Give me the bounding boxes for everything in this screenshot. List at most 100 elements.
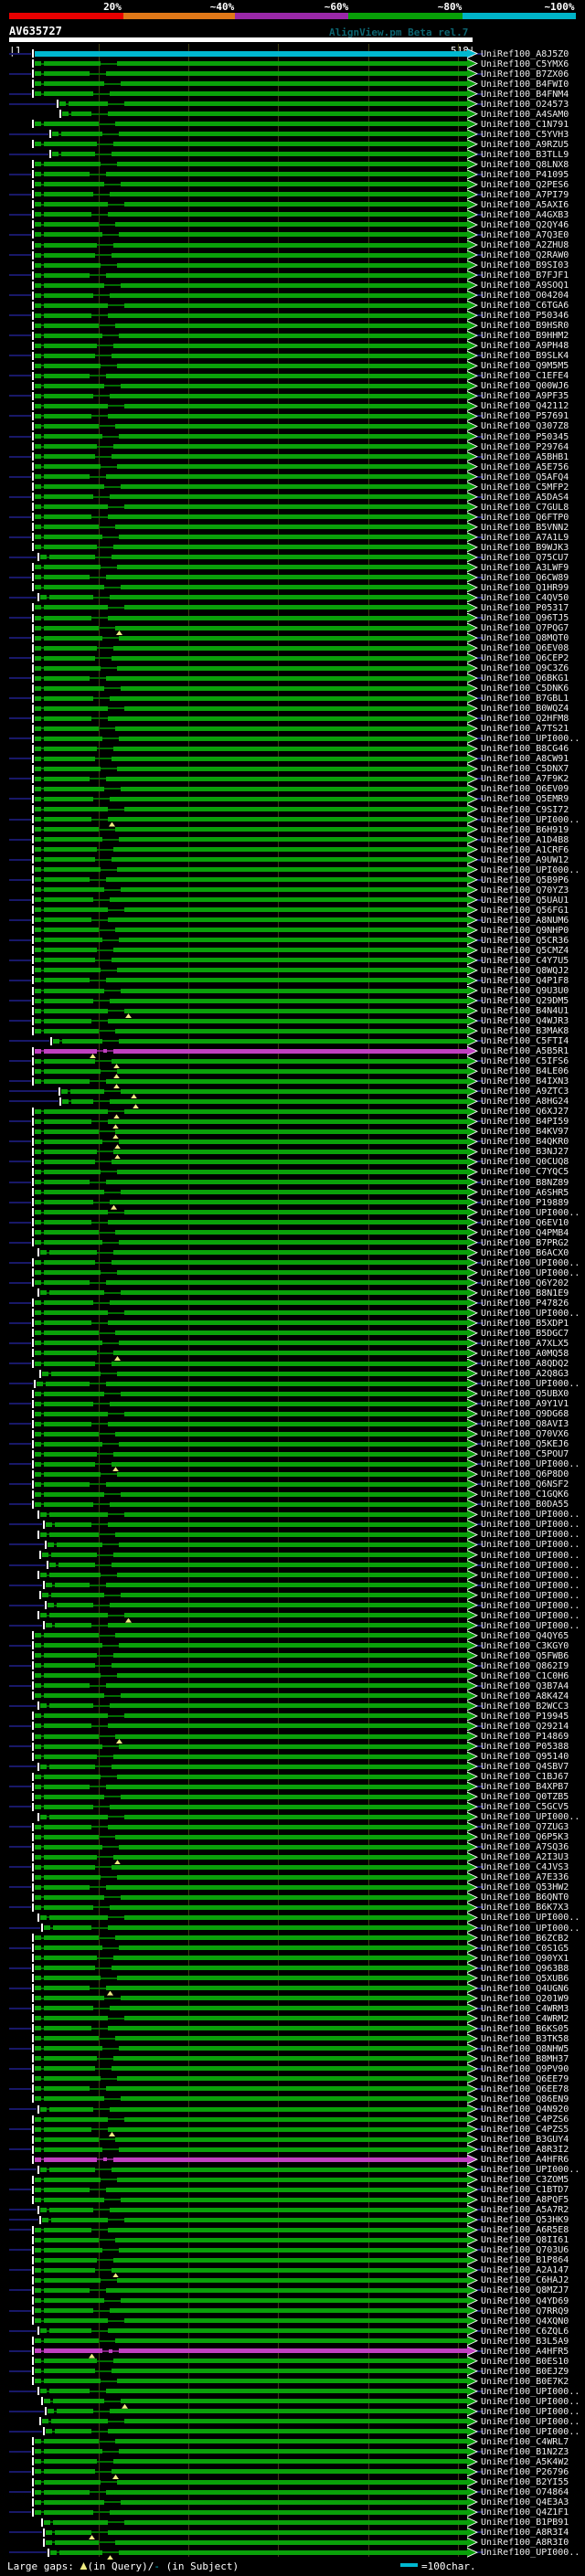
hit-arrow-icon[interactable] [467, 1167, 476, 1176]
hit-arrow-icon[interactable] [467, 2538, 476, 2547]
hit-label[interactable]: UniRef100_B6KS05 [481, 2023, 569, 2034]
hit-bar[interactable] [35, 1501, 41, 1507]
hit-label[interactable]: UniRef100_A4HFR5 [481, 2346, 569, 2357]
hit-arrow-icon[interactable] [467, 2235, 476, 2244]
hit-bar[interactable] [44, 1401, 93, 1406]
hit-arrow-icon[interactable] [467, 421, 476, 430]
hit-bar[interactable] [117, 2076, 468, 2082]
hit-bar[interactable] [44, 675, 90, 681]
hit-arrow-icon[interactable] [467, 704, 476, 713]
hit-bar[interactable] [49, 1563, 56, 1568]
hit-bar[interactable] [46, 1583, 52, 1588]
hit-bar[interactable] [59, 2549, 102, 2555]
hit-bar[interactable] [35, 645, 41, 651]
hit-bar[interactable] [40, 2167, 47, 2172]
hit-bar[interactable] [110, 2308, 468, 2314]
hit-bar[interactable] [44, 887, 104, 893]
hit-bar[interactable] [35, 1996, 41, 2001]
hit-bar[interactable] [106, 2287, 468, 2293]
hit-label[interactable]: UniRef100_UPI000.. [481, 1620, 580, 1631]
hit-label[interactable]: UniRef100_Q0TZB5 [481, 1792, 569, 1803]
hit-bar[interactable] [106, 373, 468, 378]
hit-arrow-icon[interactable] [467, 472, 476, 482]
hit-bar[interactable] [44, 1894, 104, 1900]
hit-bar[interactable] [69, 101, 108, 107]
hit-bar[interactable] [35, 2126, 41, 2132]
hit-bar[interactable] [44, 1200, 93, 1205]
hit-bar[interactable] [35, 1280, 41, 1286]
hit-bar[interactable] [35, 807, 41, 812]
hit-bar[interactable] [35, 756, 41, 761]
hit-arrow-icon[interactable] [467, 1469, 476, 1479]
hit-bar[interactable] [44, 504, 108, 510]
hit-bar[interactable] [35, 1129, 41, 1134]
hit-bar[interactable] [49, 2328, 91, 2334]
hit-bar[interactable] [51, 1553, 97, 1558]
hit-arrow-icon[interactable] [467, 1752, 476, 1761]
hit-arrow-icon[interactable] [467, 2004, 476, 2013]
hit-bar[interactable] [44, 2267, 95, 2273]
hit-bar[interactable] [110, 897, 468, 903]
hit-bar[interactable] [44, 2257, 97, 2263]
hit-arrow-icon[interactable] [467, 432, 476, 441]
hit-label[interactable]: UniRef100_C3ZOM5 [481, 2175, 569, 2186]
hit-bar[interactable] [112, 2267, 468, 2273]
hit-bar[interactable] [108, 514, 468, 520]
hit-label[interactable]: UniRef100_C1BJ67 [481, 1772, 569, 1783]
hit-bar[interactable] [44, 766, 101, 771]
hit-arrow-icon[interactable] [467, 956, 476, 965]
hit-bar[interactable] [110, 91, 468, 97]
hit-bar[interactable] [115, 423, 468, 429]
hit-bar[interactable] [108, 1723, 468, 1729]
hit-bar[interactable] [44, 282, 104, 288]
hit-bar[interactable] [44, 1945, 102, 1951]
hit-bar[interactable] [110, 1703, 468, 1709]
hit-label[interactable]: UniRef100_B7PRG2 [481, 1237, 569, 1248]
hit-bar[interactable] [115, 1733, 468, 1739]
hit-bar[interactable] [35, 1904, 41, 1910]
hit-bar[interactable] [119, 1542, 468, 1547]
hit-bar[interactable] [35, 373, 41, 378]
hit-bar[interactable] [35, 2459, 41, 2465]
hit-bar[interactable] [35, 988, 41, 993]
hit-bar[interactable] [113, 444, 468, 450]
hit-bar[interactable] [35, 1180, 41, 1185]
hit-bar[interactable] [44, 685, 104, 691]
hit-label[interactable]: UniRef100_Q5KEJ6 [481, 1439, 569, 1450]
hit-arrow-icon[interactable] [467, 1329, 476, 1338]
hit-arrow-icon[interactable] [467, 845, 476, 854]
hit-bar[interactable] [35, 877, 41, 883]
hit-arrow-icon[interactable] [467, 2447, 476, 2456]
hit-arrow-icon[interactable] [467, 2367, 476, 2376]
hit-arrow-icon[interactable] [467, 1944, 476, 1953]
hit-bar[interactable] [110, 1401, 468, 1406]
hit-bar[interactable] [44, 2489, 90, 2495]
hit-bar[interactable] [48, 1603, 54, 1608]
hit-bar[interactable] [110, 595, 468, 600]
hit-label[interactable]: UniRef100_UPI000.. [481, 1459, 580, 1470]
hit-arrow-icon[interactable] [467, 2104, 476, 2114]
hit-label[interactable]: UniRef100_A4SAM0 [481, 109, 569, 120]
hit-label[interactable]: UniRef100_A9PF35 [481, 391, 569, 402]
hit-arrow-icon[interactable] [467, 1479, 476, 1489]
hit-bar[interactable] [35, 948, 41, 953]
hit-bar[interactable] [35, 1461, 41, 1467]
hit-bar[interactable] [44, 575, 90, 580]
hit-label[interactable]: UniRef100_B8CG46 [481, 744, 569, 755]
hit-bar[interactable] [115, 726, 468, 731]
hit-bar[interactable] [117, 2277, 468, 2283]
hit-label[interactable]: UniRef100_Q307Z8 [481, 421, 569, 432]
hit-label[interactable]: UniRef100_UPI000.. [481, 734, 580, 745]
hit-bar[interactable] [44, 2379, 101, 2384]
hit-bar[interactable] [55, 2539, 99, 2545]
hit-arrow-icon[interactable] [467, 986, 476, 995]
hit-arrow-icon[interactable] [467, 2327, 476, 2336]
hit-bar[interactable] [119, 1240, 468, 1246]
hit-bar[interactable] [117, 1270, 468, 1276]
hit-bar[interactable] [35, 454, 41, 460]
hit-bar[interactable] [35, 494, 41, 500]
hit-bar[interactable] [44, 413, 91, 419]
hit-bar[interactable] [44, 1683, 90, 1689]
hit-bar[interactable] [110, 1200, 468, 1205]
hit-bar[interactable] [115, 1431, 468, 1436]
